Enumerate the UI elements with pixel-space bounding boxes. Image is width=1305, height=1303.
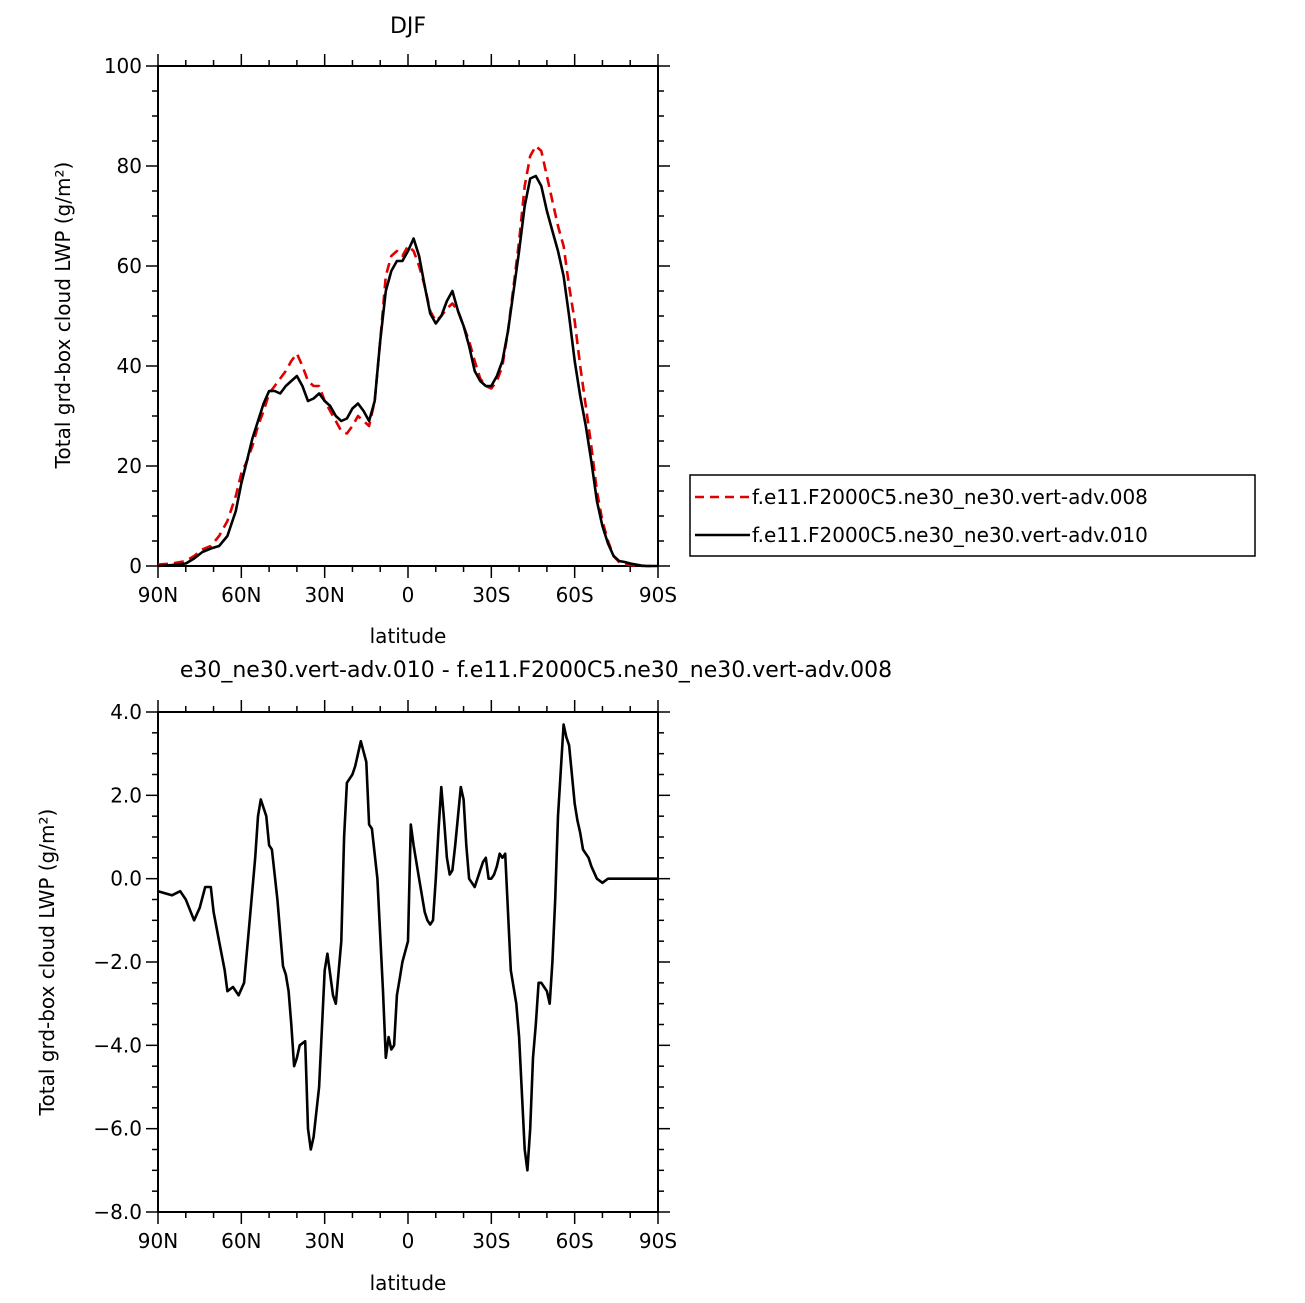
top-panel-plot-area: 90N 60N 30N 0 30S 60S 90S 0 20 40 60 80 100 <box>104 54 677 607</box>
top-panel-title: DJF <box>390 14 426 39</box>
panel-1-y-tick-label: 0.0 <box>110 867 142 891</box>
bottom-panel-plot-area: 90N 60N 30N 0 30S 60S 90S −8.0 −6.0 −4.0 −2.0 0.0 2.… <box>93 700 677 1253</box>
panel-1-y-tick-label: 4.0 <box>110 700 142 724</box>
bottom-panel-title: e30_ne30.vert-adv.010 - f.e11.F2000C5.ne… <box>180 658 892 683</box>
panel-0-y-tick-label: 60 <box>117 254 142 278</box>
bottom-panel-ylabel: Total grd-box cloud LWP (g/m²) <box>35 809 59 1117</box>
panel-0-y-tick-label: 80 <box>117 154 142 178</box>
panel-1-x-tick-label: 30N <box>304 1229 344 1253</box>
panel-0-x-tick-label: 0 <box>402 583 415 607</box>
panel-0-x-tick-label: 60N <box>221 583 261 607</box>
panel-0-x-tick-label: 90S <box>639 583 677 607</box>
panel-0-y-tick-label: 100 <box>104 54 142 78</box>
panel-1-y-tick-label: 2.0 <box>110 783 142 807</box>
panel-0-x-tick-label: 30S <box>472 583 510 607</box>
bottom-panel: e30_ne30.vert-adv.010 - f.e11.F2000C5.ne… <box>35 658 892 1295</box>
panel-0-x-tick-label: 30N <box>304 583 344 607</box>
top-panel: DJF 90N 60N 30N 0 30S 60S 90S 0 20 40 60 80 100 lati… <box>51 14 1256 648</box>
panel-0-frame <box>157 65 659 567</box>
panel-1-frame <box>157 711 659 1213</box>
panel-1-y-tick-label: −4.0 <box>93 1033 142 1057</box>
panel-0-y-tick-label: 0 <box>129 554 142 578</box>
panel-1-y-tick-label: −6.0 <box>93 1117 142 1141</box>
panel-1-series-0-line <box>157 723 658 1172</box>
panel-1-y-tick-label: −2.0 <box>93 950 142 974</box>
top-panel-ylabel: Total grd-box cloud LWP (g/m²) <box>51 162 75 470</box>
top-panel-xlabel: latitude <box>370 624 447 648</box>
legend-label-series-1: f.e11.F2000C5.ne30_ne30.vert-adv.010 <box>752 523 1148 547</box>
panel-0-x-tick-label: 90N <box>138 583 178 607</box>
panel-0-y-tick-label: 20 <box>117 454 142 478</box>
panel-1-x-tick-label: 60N <box>221 1229 261 1253</box>
panel-1-x-tick-label: 30S <box>472 1229 510 1253</box>
legend: f.e11.F2000C5.ne30_ne30.vert-adv.008 f.e… <box>689 474 1256 557</box>
panel-1-x-tick-label: 90S <box>639 1229 677 1253</box>
panel-1-x-tick-label: 60S <box>556 1229 594 1253</box>
panel-0-series-1-line <box>157 174 658 568</box>
panel-1-x-tick-label: 0 <box>402 1229 415 1253</box>
legend-label-series-0: f.e11.F2000C5.ne30_ne30.vert-adv.008 <box>752 485 1148 509</box>
panel-0-y-tick-label: 40 <box>117 354 142 378</box>
panel-1-x-tick-label: 90N <box>138 1229 178 1253</box>
panel-0-series-0-line <box>157 144 658 568</box>
bottom-panel-xlabel: latitude <box>370 1271 447 1295</box>
panel-0-x-tick-label: 60S <box>556 583 594 607</box>
panel-1-y-tick-label: −8.0 <box>93 1200 142 1224</box>
legend-box <box>689 474 1256 557</box>
